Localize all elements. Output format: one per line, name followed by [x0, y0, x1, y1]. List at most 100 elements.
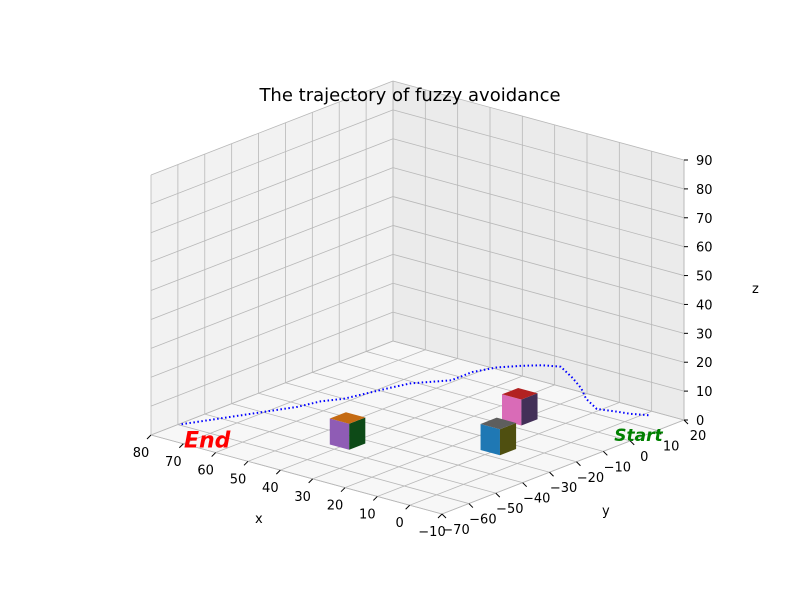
annotation-label: Start [614, 426, 663, 446]
obstacle-front [329, 418, 350, 450]
grid-line [392, 167, 685, 248]
grid-line [150, 138, 394, 234]
grid-line [392, 340, 685, 421]
obstacle [329, 412, 366, 450]
x-tick-label: 60 [197, 464, 214, 479]
pane-back-left [151, 81, 393, 435]
z-tick-label: 30 [696, 327, 713, 342]
obstacle-side [499, 422, 517, 456]
z-tick-label: 0 [696, 414, 704, 429]
y-tick [468, 503, 474, 508]
z-tick-label: 90 [696, 154, 713, 169]
z-tick-label: 40 [696, 298, 713, 313]
y-tick-label: 0 [640, 450, 648, 465]
x-tick-label: 0 [396, 516, 404, 531]
obstacle-top [329, 412, 366, 424]
grid-line [150, 167, 394, 263]
grid-line [150, 282, 394, 378]
x-tick-label: 10 [359, 507, 376, 522]
x-tick-label: 80 [133, 446, 150, 461]
y-tick-label: −60 [469, 513, 496, 528]
x-tick [372, 496, 378, 501]
x-tick [211, 452, 217, 457]
obstacle-side [349, 417, 366, 450]
obstacle [502, 388, 538, 426]
y-tick [495, 492, 501, 498]
y-tick [576, 461, 581, 467]
chart-title: The trajectory of fuzzy avoidance [258, 85, 560, 106]
y-tick [656, 430, 662, 435]
y-tick-label: −50 [496, 502, 523, 517]
obstacle-top [502, 388, 538, 400]
z-tick-label: 50 [696, 270, 713, 285]
x-tick [275, 469, 281, 475]
trajectory [178, 364, 649, 426]
x-tick-label: 70 [165, 455, 182, 470]
y-tick-label: −20 [577, 471, 604, 486]
y-axis-line [441, 419, 685, 515]
grid-line [392, 80, 685, 161]
obstacle-top [480, 417, 517, 430]
grid-line [339, 361, 631, 442]
y-tick [629, 440, 635, 446]
grid-line [231, 403, 523, 484]
x-tick [437, 513, 443, 519]
obstacle-front [480, 423, 500, 456]
obstacle [480, 417, 517, 456]
y-tick [602, 450, 608, 456]
y-axis-label: y [602, 504, 610, 519]
z-tick-label: 10 [696, 385, 713, 400]
grid-line [392, 138, 685, 219]
obstacle-front [502, 394, 522, 426]
pane-back-right [393, 81, 684, 420]
y-tick [522, 482, 528, 488]
x-tick-label: −10 [418, 525, 445, 540]
grid-line [280, 375, 523, 471]
grid-line [344, 393, 588, 489]
obstacles [329, 388, 538, 456]
labels: 80706050403020100−10−70−60−50−40−30−20−1… [133, 154, 713, 540]
grid-line [247, 366, 491, 462]
grid-line [392, 282, 685, 363]
grid-line [150, 340, 394, 436]
x-tick [308, 478, 314, 484]
y-tick-label: 20 [690, 429, 707, 444]
z-tick-label: 60 [696, 241, 713, 256]
y-tick-label: −10 [604, 460, 631, 475]
x-tick [178, 443, 184, 449]
y-tick-label: 10 [663, 439, 680, 454]
grid-line [150, 253, 394, 349]
z-tick-label: 80 [696, 183, 713, 198]
z-tick-label: 20 [696, 356, 713, 371]
z-axis-label: z [752, 282, 759, 297]
obstacle-side [521, 393, 538, 426]
grid-line [150, 196, 394, 291]
x-tick-label: 50 [230, 472, 247, 487]
y-tick-label: −40 [523, 492, 550, 507]
grid-line [177, 424, 469, 504]
y-tick [441, 513, 447, 519]
axis-panes [151, 81, 684, 514]
x-tick [146, 434, 152, 440]
x-tick-label: 40 [262, 481, 279, 496]
grid-line [312, 371, 604, 452]
grid-line [392, 109, 685, 190]
grid-line [150, 109, 394, 205]
x-tick [405, 504, 411, 510]
y-tick [549, 471, 554, 477]
grid-line [258, 392, 550, 473]
x-tick [340, 487, 346, 493]
z-tick-label: 70 [696, 212, 713, 227]
grid-line [392, 311, 685, 392]
x-axis-label: x [255, 512, 263, 527]
grid-line [392, 196, 685, 276]
y-tick [683, 419, 689, 425]
grid-line [183, 349, 426, 445]
x-tick-label: 30 [294, 490, 311, 505]
x-tick [243, 460, 249, 466]
y-tick-label: −30 [550, 481, 577, 496]
grid-line [215, 358, 458, 453]
grid-line [150, 225, 394, 320]
grid-line [392, 253, 685, 334]
